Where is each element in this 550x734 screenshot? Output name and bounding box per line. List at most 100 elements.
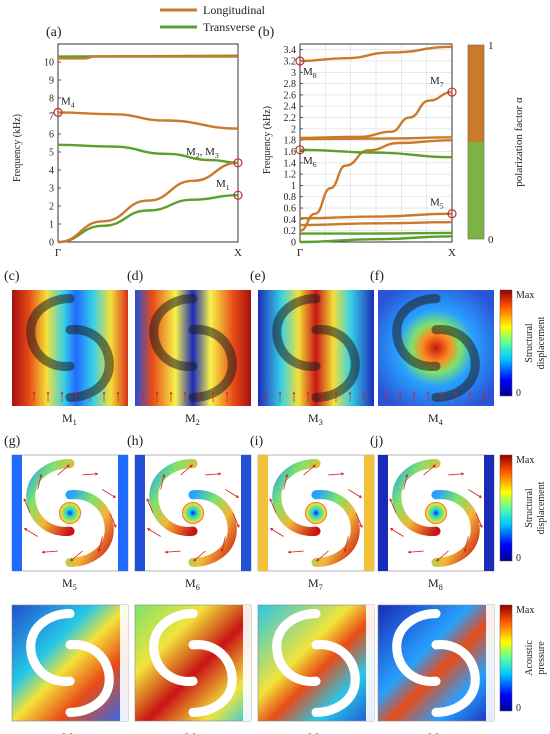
- series-longitudinal-line: [299, 221, 453, 227]
- x-tick-b: Γ: [297, 247, 303, 259]
- mode-label: M7: [308, 730, 323, 734]
- mode-panel-m8: (j) M8: [370, 434, 495, 592]
- plot-frame-b: [299, 43, 453, 243]
- colorbar-min: 0: [516, 388, 521, 399]
- colorbar-max: Max: [516, 455, 534, 466]
- mode-label: M1: [62, 411, 77, 427]
- mode-panel-m6: (h) M6: [127, 434, 252, 592]
- colorbar-max: Max: [516, 605, 534, 616]
- dispersion-chart-b: (b) Frequency (kHz) 00.20.40.60.811.21.4…: [258, 25, 457, 259]
- colorbar-tick-0: 0: [488, 234, 494, 246]
- mode-label: M5: [62, 576, 77, 592]
- y-tick-b: 0.8: [284, 192, 297, 203]
- y-tick-b: 3.4: [284, 45, 297, 56]
- mode-label: M6: [185, 576, 200, 592]
- x-tick-b: X: [448, 247, 456, 259]
- mode-panel-m5: M5: [11, 604, 129, 734]
- mode-marker: [233, 190, 243, 200]
- mode-panel-m8: M8: [377, 604, 495, 734]
- y-tick-b: 0.4: [284, 215, 297, 226]
- y-tick-b: 0.2: [284, 226, 297, 237]
- y-tick-b: 2.6: [284, 90, 297, 101]
- panel-label: (e): [250, 269, 266, 284]
- panel-label: (h): [127, 434, 144, 449]
- series-transverse-line: [57, 194, 239, 244]
- mode-panel-m2: (d) M2: [127, 269, 251, 427]
- y-tick-b: 3.2: [284, 56, 297, 67]
- y-tick-b: 1.6: [284, 147, 297, 158]
- series-transverse-line: [57, 143, 239, 164]
- panel-label-b: (b): [258, 25, 275, 40]
- field-colorbar: Max 0 Acousticpressure: [499, 604, 547, 714]
- panel-label: (i): [250, 434, 264, 449]
- mode-panel-m7: M7: [257, 604, 375, 734]
- mode-label: M8: [428, 730, 443, 734]
- colorbar-tick-1: 1: [488, 40, 494, 52]
- plot-frame-a: [57, 43, 239, 243]
- colorbar-label: polarization factor α: [513, 97, 525, 187]
- colorbar-title: Structuraldisplacement: [524, 481, 547, 534]
- mode-label: M6: [185, 730, 200, 734]
- series-longitudinal-line: [299, 45, 453, 63]
- mode-marker-label: M4: [61, 95, 75, 109]
- y-tick-b: 2.8: [284, 79, 297, 90]
- y-axis-label-b: Frequency (kHz): [262, 106, 273, 174]
- colorbar-lower: [468, 142, 484, 239]
- series-longitudinal-line: [57, 161, 239, 244]
- mode-marker: [233, 158, 243, 168]
- mode-marker-label: M1: [216, 178, 230, 192]
- series-transverse-line: [299, 231, 453, 235]
- y-tick-b: 2.4: [284, 102, 297, 113]
- mode-shape-panels: (c) M1 (d) M2 (e) M3 (f) M4 Max 0 Structuraldispla…: [4, 269, 547, 734]
- mode-marker-label: M8: [303, 66, 317, 80]
- panel-label: (g): [4, 434, 21, 449]
- field-colorbar: Max 0 Structuraldisplacement: [499, 289, 547, 399]
- legend-transverse-label: Transverse: [203, 20, 255, 34]
- legend-longitudinal-label: Longitudinal: [203, 3, 266, 17]
- mode-marker: [447, 87, 457, 97]
- series-longitudinal-line: [299, 212, 453, 220]
- y-tick-b: 1.2: [284, 170, 297, 181]
- panel-label: (j): [370, 434, 384, 449]
- panel-label: (f): [370, 269, 384, 284]
- y-tick-b: 0.6: [284, 204, 297, 215]
- colorbar-min: 0: [516, 553, 521, 564]
- y-tick-b: 0: [291, 238, 296, 249]
- mode-marker-label: M2, M3: [186, 146, 219, 160]
- y-tick-b: 3: [291, 68, 296, 79]
- panel-label: (d): [127, 269, 144, 284]
- mode-label: M8: [428, 576, 443, 592]
- mode-panel-m7: (i) M7: [250, 434, 375, 592]
- y-tick-a: 4: [49, 166, 54, 177]
- mode-panel-m6: M6: [134, 604, 252, 734]
- series-longitudinal-line: [299, 138, 453, 232]
- x-tick-a: X: [234, 247, 242, 259]
- mode-label: M3: [308, 411, 323, 427]
- y-tick-a: 9: [49, 76, 54, 87]
- dispersion-chart-a: (a) Frequency (kHz) 0 1 2 3 4 5 6 7 8 9 10 Γ X M4 M2, …: [12, 25, 243, 259]
- legend: Longitudinal Transverse: [160, 3, 266, 34]
- y-tick-a: 7: [49, 112, 54, 123]
- y-tick-b: 2: [291, 124, 296, 135]
- panel-label: (c): [4, 269, 20, 284]
- mode-marker-label: M6: [303, 155, 317, 169]
- y-tick-b: 1.4: [284, 158, 297, 169]
- y-tick-b: 1: [291, 181, 296, 192]
- polarization-colorbar: 1 0 polarization factor α: [467, 40, 525, 246]
- mode-marker: [53, 107, 63, 118]
- mode-marker-label: M7: [430, 75, 444, 89]
- colorbar-title: Structuraldisplacement: [524, 316, 547, 369]
- series-longitudinal-line: [57, 111, 239, 130]
- mode-marker: [295, 145, 305, 155]
- y-tick-a: 1: [49, 220, 54, 231]
- series-longitudinal-line: [299, 90, 453, 140]
- colorbar-min: 0: [516, 703, 521, 714]
- colorbar-upper: [468, 45, 484, 142]
- mode-panel-m3: (e) M3: [250, 269, 374, 427]
- panel-label-a: (a): [46, 25, 62, 40]
- colorbar-max: Max: [516, 290, 534, 301]
- mode-panel-m5: (g) M5: [4, 434, 129, 592]
- x-tick-a: Γ: [55, 247, 61, 259]
- y-tick-b: 1.8: [284, 136, 297, 147]
- y-tick-a: 6: [49, 130, 54, 141]
